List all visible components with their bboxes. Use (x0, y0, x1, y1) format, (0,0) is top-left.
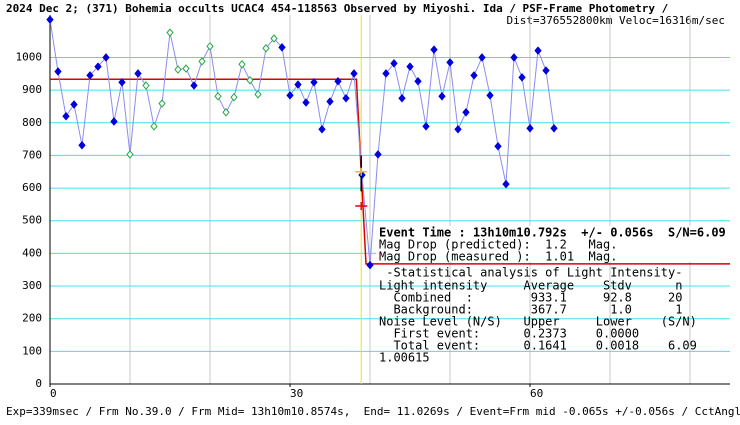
data-point (198, 57, 206, 66)
data-point (342, 94, 350, 103)
data-point (494, 142, 502, 151)
data-point (214, 92, 222, 101)
data-point (542, 66, 550, 75)
y-tick-label: 400 (22, 246, 42, 259)
data-point (390, 59, 398, 68)
data-point (462, 108, 470, 117)
y-tick-label: 300 (22, 279, 42, 292)
data-point (46, 15, 54, 24)
data-point (294, 80, 302, 89)
data-point (158, 99, 166, 108)
x-tick-label: 30 (290, 387, 303, 400)
data-point (414, 77, 422, 86)
data-point (422, 122, 430, 131)
data-point (94, 62, 102, 71)
event-marker (355, 167, 368, 176)
data-point (142, 81, 150, 90)
data-point (78, 141, 86, 150)
data-point (166, 28, 174, 37)
data-point (478, 53, 486, 62)
footer: Exp=339msec / Frm No.39.0 / Frm Mid= 13h… (6, 405, 740, 418)
data-point (230, 93, 238, 102)
data-point (406, 62, 414, 71)
data-point (550, 124, 558, 133)
data-point (206, 42, 214, 51)
annotation: Combined : 933.1 92.8 20 (379, 291, 682, 305)
data-point (238, 60, 246, 69)
data-point (318, 125, 326, 134)
annotation: First event: 0.2373 0.0000 (379, 327, 639, 341)
data-point (246, 76, 254, 85)
data-point (190, 81, 198, 90)
data-point (286, 91, 294, 100)
data-point (62, 111, 70, 121)
y-tick-label: 500 (22, 214, 42, 227)
data-point (118, 78, 126, 87)
annotations: Event Time : 13h10m10.792s +/- 0.056s S/… (376, 226, 730, 365)
data-point (254, 90, 262, 99)
data-point (470, 71, 478, 80)
data-point (502, 179, 510, 189)
data-line (49, 19, 555, 266)
annotation: Light intensity Average Stdv n (379, 279, 682, 293)
event-marker (355, 202, 368, 211)
data-point (278, 43, 286, 52)
y-tick-label: 1000 (16, 50, 43, 63)
x-tick-label: 0 (50, 387, 57, 400)
data-point (182, 64, 190, 73)
data-point (270, 34, 278, 43)
data-point (518, 73, 526, 82)
annotation: Mag Drop (measured ): 1.01 Mag. (379, 250, 617, 264)
annotation: 1.00615 (379, 351, 430, 365)
data-point (54, 67, 62, 76)
data-point (446, 58, 454, 67)
data-point (302, 98, 310, 107)
y-tick-label: 900 (22, 83, 42, 96)
data-point (350, 69, 358, 78)
data-point (526, 124, 534, 133)
data-point (454, 125, 462, 134)
y-tick-label: 200 (22, 312, 42, 325)
chart-subtitle: Dist=376552800km Veloc=16316m/sec (506, 14, 725, 27)
data-point (262, 44, 270, 53)
data-point (510, 53, 518, 62)
annotation: Background: 367.7 1.0 1 (379, 303, 682, 317)
annotation-box (376, 226, 730, 262)
data-point (134, 69, 142, 78)
data-point (222, 108, 230, 117)
data-point (86, 71, 94, 80)
annotation: Mag Drop (predicted): 1.2 Mag. (379, 238, 617, 252)
data-point (398, 94, 406, 103)
data-point (334, 77, 342, 86)
data-point (174, 65, 182, 74)
data-point (382, 69, 390, 78)
y-tick-label: 800 (22, 116, 42, 129)
y-tick-label: 600 (22, 181, 42, 194)
data-point (310, 78, 318, 87)
data-point (126, 150, 134, 159)
y-tick-label: 700 (22, 148, 42, 161)
chart-title: 2024 Dec 2; (371) Bohemia occults UCAC4 … (6, 2, 669, 15)
data-point (150, 122, 158, 131)
data-point (110, 117, 118, 126)
data-point (366, 260, 374, 270)
y-tick-label: 100 (22, 344, 42, 357)
data-point (486, 91, 494, 100)
marks (46, 15, 730, 384)
annotation: Total event: 0.1641 0.0018 6.09 (379, 339, 697, 353)
data-point (70, 100, 78, 109)
x-tick-label: 60 (530, 387, 543, 400)
data-point (534, 46, 542, 55)
data-point (102, 53, 110, 62)
annotation: Noise Level (N/S) Upper Lower (S/N) (379, 315, 697, 329)
data-point (438, 92, 446, 101)
y-tick-label: 0 (35, 377, 42, 390)
data-point (430, 45, 438, 54)
annotation: Event Time : 13h10m10.792s +/- 0.056s S/… (379, 226, 726, 240)
data-point (374, 150, 382, 159)
annotation: -Statistical analysis of Light Intensity… (379, 266, 682, 280)
data-point (326, 97, 334, 106)
